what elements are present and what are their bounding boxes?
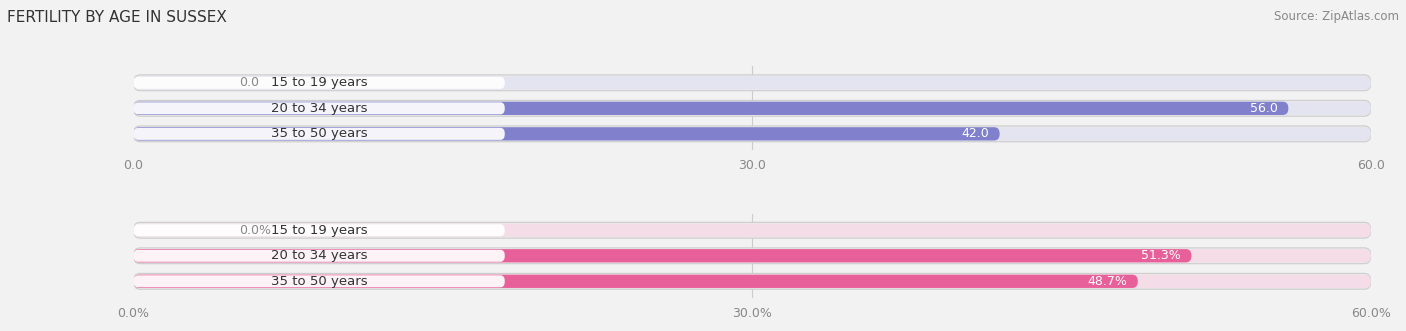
Text: 35 to 50 years: 35 to 50 years [271,127,367,140]
FancyBboxPatch shape [134,127,1371,140]
FancyBboxPatch shape [134,102,1288,115]
FancyBboxPatch shape [134,128,505,140]
FancyBboxPatch shape [134,224,1371,237]
FancyBboxPatch shape [134,102,1371,115]
FancyBboxPatch shape [134,250,505,262]
FancyBboxPatch shape [134,248,1371,264]
Text: 35 to 50 years: 35 to 50 years [271,275,367,288]
FancyBboxPatch shape [134,275,505,287]
Text: Source: ZipAtlas.com: Source: ZipAtlas.com [1274,10,1399,23]
FancyBboxPatch shape [134,249,1371,262]
Text: 0.0: 0.0 [239,76,259,89]
Text: 20 to 34 years: 20 to 34 years [271,102,367,115]
Text: 0.0%: 0.0% [239,224,271,237]
FancyBboxPatch shape [134,76,1371,89]
Text: 20 to 34 years: 20 to 34 years [271,249,367,262]
FancyBboxPatch shape [134,249,1191,262]
FancyBboxPatch shape [134,127,1000,140]
Text: 56.0: 56.0 [1250,102,1278,115]
FancyBboxPatch shape [134,126,1371,142]
FancyBboxPatch shape [134,273,1371,289]
FancyBboxPatch shape [134,75,1371,91]
FancyBboxPatch shape [134,275,1137,288]
Text: 42.0: 42.0 [962,127,990,140]
Text: 48.7%: 48.7% [1088,275,1128,288]
FancyBboxPatch shape [134,275,1371,288]
FancyBboxPatch shape [134,222,1371,238]
FancyBboxPatch shape [134,77,505,89]
Text: 15 to 19 years: 15 to 19 years [271,76,367,89]
FancyBboxPatch shape [134,100,1371,116]
Text: FERTILITY BY AGE IN SUSSEX: FERTILITY BY AGE IN SUSSEX [7,10,226,25]
FancyBboxPatch shape [134,224,505,236]
FancyBboxPatch shape [134,102,505,114]
Text: 51.3%: 51.3% [1142,249,1181,262]
Text: 15 to 19 years: 15 to 19 years [271,224,367,237]
